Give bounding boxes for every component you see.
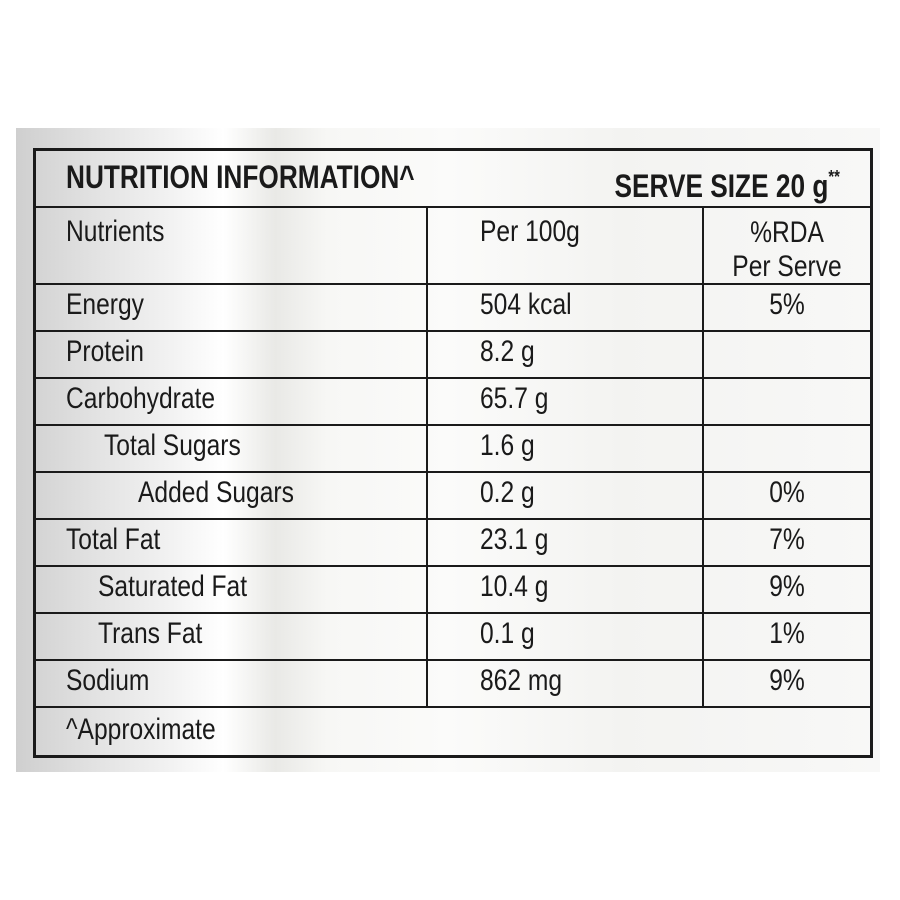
rda-value: 1% [769, 617, 805, 650]
nutrient-cell: Saturated Fat [36, 567, 428, 612]
table-row: Added Sugars 0.2 g 0% [36, 473, 870, 520]
per100-value: 8.2 g [480, 335, 535, 368]
table-row: Total Fat 23.1 g 7% [36, 520, 870, 567]
label-background [16, 128, 880, 772]
per100-value: 0.2 g [480, 476, 535, 509]
rda-cell: 5% [704, 285, 870, 330]
nutrient-cell: Total Fat [36, 520, 428, 565]
per100-value: 10.4 g [480, 570, 549, 603]
header-per100: Per 100g [480, 215, 580, 248]
per100-cell: 862 mg [428, 661, 704, 706]
header-rda-cell: %RDA Per Serve [704, 208, 870, 283]
nutrient-name: Added Sugars [138, 476, 294, 509]
table-row: Total Sugars 1.6 g [36, 426, 870, 473]
rda-value: 0% [769, 476, 805, 509]
nutrient-cell: Sodium [36, 661, 428, 706]
rda-value: 9% [769, 570, 805, 603]
per100-cell: 504 kcal [428, 285, 704, 330]
nutrient-cell: Trans Fat [36, 614, 428, 659]
table-row: Trans Fat 0.1 g 1% [36, 614, 870, 661]
per100-cell: 23.1 g [428, 520, 704, 565]
footnote: ^Approximate [66, 713, 216, 746]
per100-value: 65.7 g [480, 382, 549, 415]
per100-value: 504 kcal [480, 288, 572, 321]
nutrition-table: NUTRITION INFORMATION^ SERVE SIZE 20 g**… [33, 148, 873, 758]
nutrient-name: Energy [66, 288, 144, 321]
table-row: Sodium 862 mg 9% [36, 661, 870, 708]
nutrient-cell: Added Sugars [36, 473, 428, 518]
rda-cell [704, 426, 870, 471]
rda-cell: 9% [704, 567, 870, 612]
footnote-row: ^Approximate [36, 708, 870, 755]
per100-cell: 0.1 g [428, 614, 704, 659]
rda-cell [704, 332, 870, 377]
rda-value: 7% [769, 523, 805, 556]
nutrient-name: Total Fat [66, 523, 161, 556]
per100-value: 23.1 g [480, 523, 549, 556]
title-row: NUTRITION INFORMATION^ SERVE SIZE 20 g** [36, 151, 870, 208]
table-row: Protein 8.2 g [36, 332, 870, 379]
serve-size: SERVE SIZE 20 g** [614, 167, 840, 204]
nutrient-cell: Total Sugars [36, 426, 428, 471]
header-row: Nutrients Per 100g %RDA Per Serve [36, 208, 870, 285]
per100-value: 0.1 g [480, 617, 535, 650]
header-per100-cell: Per 100g [428, 208, 704, 283]
nutrient-cell: Carbohydrate [36, 379, 428, 424]
table-title: NUTRITION INFORMATION^ [66, 159, 415, 195]
nutrient-name: Protein [66, 335, 144, 368]
table-row: Energy 504 kcal 5% [36, 285, 870, 332]
nutrient-cell: Protein [36, 332, 428, 377]
per100-cell: 8.2 g [428, 332, 704, 377]
table-row: Saturated Fat 10.4 g 9% [36, 567, 870, 614]
nutrient-name: Saturated Fat [98, 570, 248, 603]
rda-cell: 1% [704, 614, 870, 659]
per100-cell: 10.4 g [428, 567, 704, 612]
per100-value: 862 mg [480, 664, 563, 697]
nutrient-name: Total Sugars [104, 429, 241, 462]
nutrient-name: Carbohydrate [66, 382, 216, 415]
per100-value: 1.6 g [480, 429, 535, 462]
serve-size-mark: ** [828, 167, 840, 187]
per100-cell: 65.7 g [428, 379, 704, 424]
header-rda: %RDA Per Serve [732, 216, 842, 283]
rda-cell: 7% [704, 520, 870, 565]
nutrient-name: Sodium [66, 664, 150, 697]
header-nutrients-cell: Nutrients [36, 208, 428, 283]
rda-value: 5% [769, 288, 805, 321]
table-row: Carbohydrate 65.7 g [36, 379, 870, 426]
rda-value: 9% [769, 664, 805, 697]
rda-cell [704, 379, 870, 424]
rda-cell: 9% [704, 661, 870, 706]
per100-cell: 0.2 g [428, 473, 704, 518]
rda-cell: 0% [704, 473, 870, 518]
header-nutrients: Nutrients [66, 215, 165, 248]
nutrient-name: Trans Fat [98, 617, 203, 650]
per100-cell: 1.6 g [428, 426, 704, 471]
nutrient-cell: Energy [36, 285, 428, 330]
